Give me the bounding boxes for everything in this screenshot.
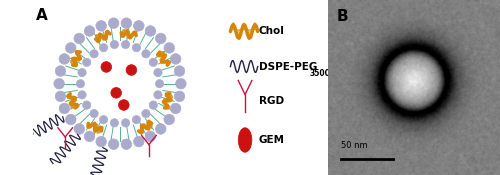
Text: DSPE-PEG: DSPE-PEG bbox=[258, 61, 317, 72]
Circle shape bbox=[74, 33, 85, 44]
Circle shape bbox=[156, 33, 166, 44]
Circle shape bbox=[78, 91, 86, 99]
Circle shape bbox=[82, 58, 91, 66]
Polygon shape bbox=[138, 123, 152, 133]
Circle shape bbox=[164, 43, 174, 53]
Circle shape bbox=[134, 136, 144, 147]
Circle shape bbox=[174, 91, 185, 102]
Circle shape bbox=[84, 131, 95, 142]
Circle shape bbox=[84, 48, 156, 119]
Polygon shape bbox=[230, 23, 258, 37]
Circle shape bbox=[54, 78, 64, 89]
Circle shape bbox=[82, 101, 91, 109]
Text: A: A bbox=[36, 8, 48, 23]
Text: Chol: Chol bbox=[258, 26, 284, 37]
Polygon shape bbox=[96, 31, 110, 40]
Circle shape bbox=[122, 119, 130, 127]
Circle shape bbox=[149, 58, 158, 66]
Circle shape bbox=[154, 68, 162, 77]
Circle shape bbox=[156, 79, 164, 88]
Circle shape bbox=[145, 131, 156, 142]
Circle shape bbox=[176, 78, 186, 89]
Polygon shape bbox=[70, 52, 81, 65]
Circle shape bbox=[121, 18, 132, 29]
Circle shape bbox=[101, 62, 112, 72]
Text: RGD: RGD bbox=[258, 96, 284, 107]
Circle shape bbox=[108, 18, 119, 29]
Circle shape bbox=[170, 54, 181, 64]
Polygon shape bbox=[160, 52, 170, 65]
Polygon shape bbox=[164, 94, 172, 108]
Circle shape bbox=[110, 40, 118, 49]
Circle shape bbox=[84, 26, 95, 36]
Circle shape bbox=[132, 116, 140, 124]
Text: B: B bbox=[336, 9, 348, 24]
Circle shape bbox=[59, 54, 70, 64]
Circle shape bbox=[55, 66, 66, 76]
Polygon shape bbox=[68, 94, 76, 108]
Circle shape bbox=[66, 43, 76, 53]
Circle shape bbox=[78, 68, 86, 77]
Text: 3500: 3500 bbox=[310, 69, 330, 78]
Circle shape bbox=[111, 88, 122, 98]
Circle shape bbox=[55, 91, 66, 102]
Circle shape bbox=[76, 79, 84, 88]
Circle shape bbox=[121, 139, 132, 150]
Circle shape bbox=[110, 119, 118, 127]
Circle shape bbox=[145, 26, 156, 36]
Circle shape bbox=[132, 44, 140, 52]
Circle shape bbox=[174, 66, 185, 76]
Circle shape bbox=[100, 44, 108, 52]
Circle shape bbox=[149, 101, 158, 109]
Text: GEM: GEM bbox=[258, 135, 284, 145]
Circle shape bbox=[96, 20, 106, 31]
Circle shape bbox=[170, 103, 181, 114]
Circle shape bbox=[100, 116, 108, 124]
Circle shape bbox=[142, 109, 150, 118]
Polygon shape bbox=[88, 123, 102, 133]
Circle shape bbox=[238, 128, 252, 152]
Circle shape bbox=[108, 139, 119, 150]
Circle shape bbox=[90, 109, 98, 118]
Circle shape bbox=[118, 100, 129, 110]
Circle shape bbox=[66, 114, 76, 125]
Circle shape bbox=[134, 20, 144, 31]
Circle shape bbox=[59, 103, 70, 114]
Circle shape bbox=[164, 114, 174, 125]
Circle shape bbox=[96, 136, 106, 147]
Circle shape bbox=[90, 50, 98, 58]
Text: 50 nm: 50 nm bbox=[342, 142, 368, 150]
Circle shape bbox=[74, 124, 85, 134]
Circle shape bbox=[142, 50, 150, 58]
Circle shape bbox=[154, 91, 162, 99]
Circle shape bbox=[122, 40, 130, 49]
Circle shape bbox=[156, 124, 166, 134]
Circle shape bbox=[126, 65, 136, 75]
Polygon shape bbox=[121, 29, 136, 38]
